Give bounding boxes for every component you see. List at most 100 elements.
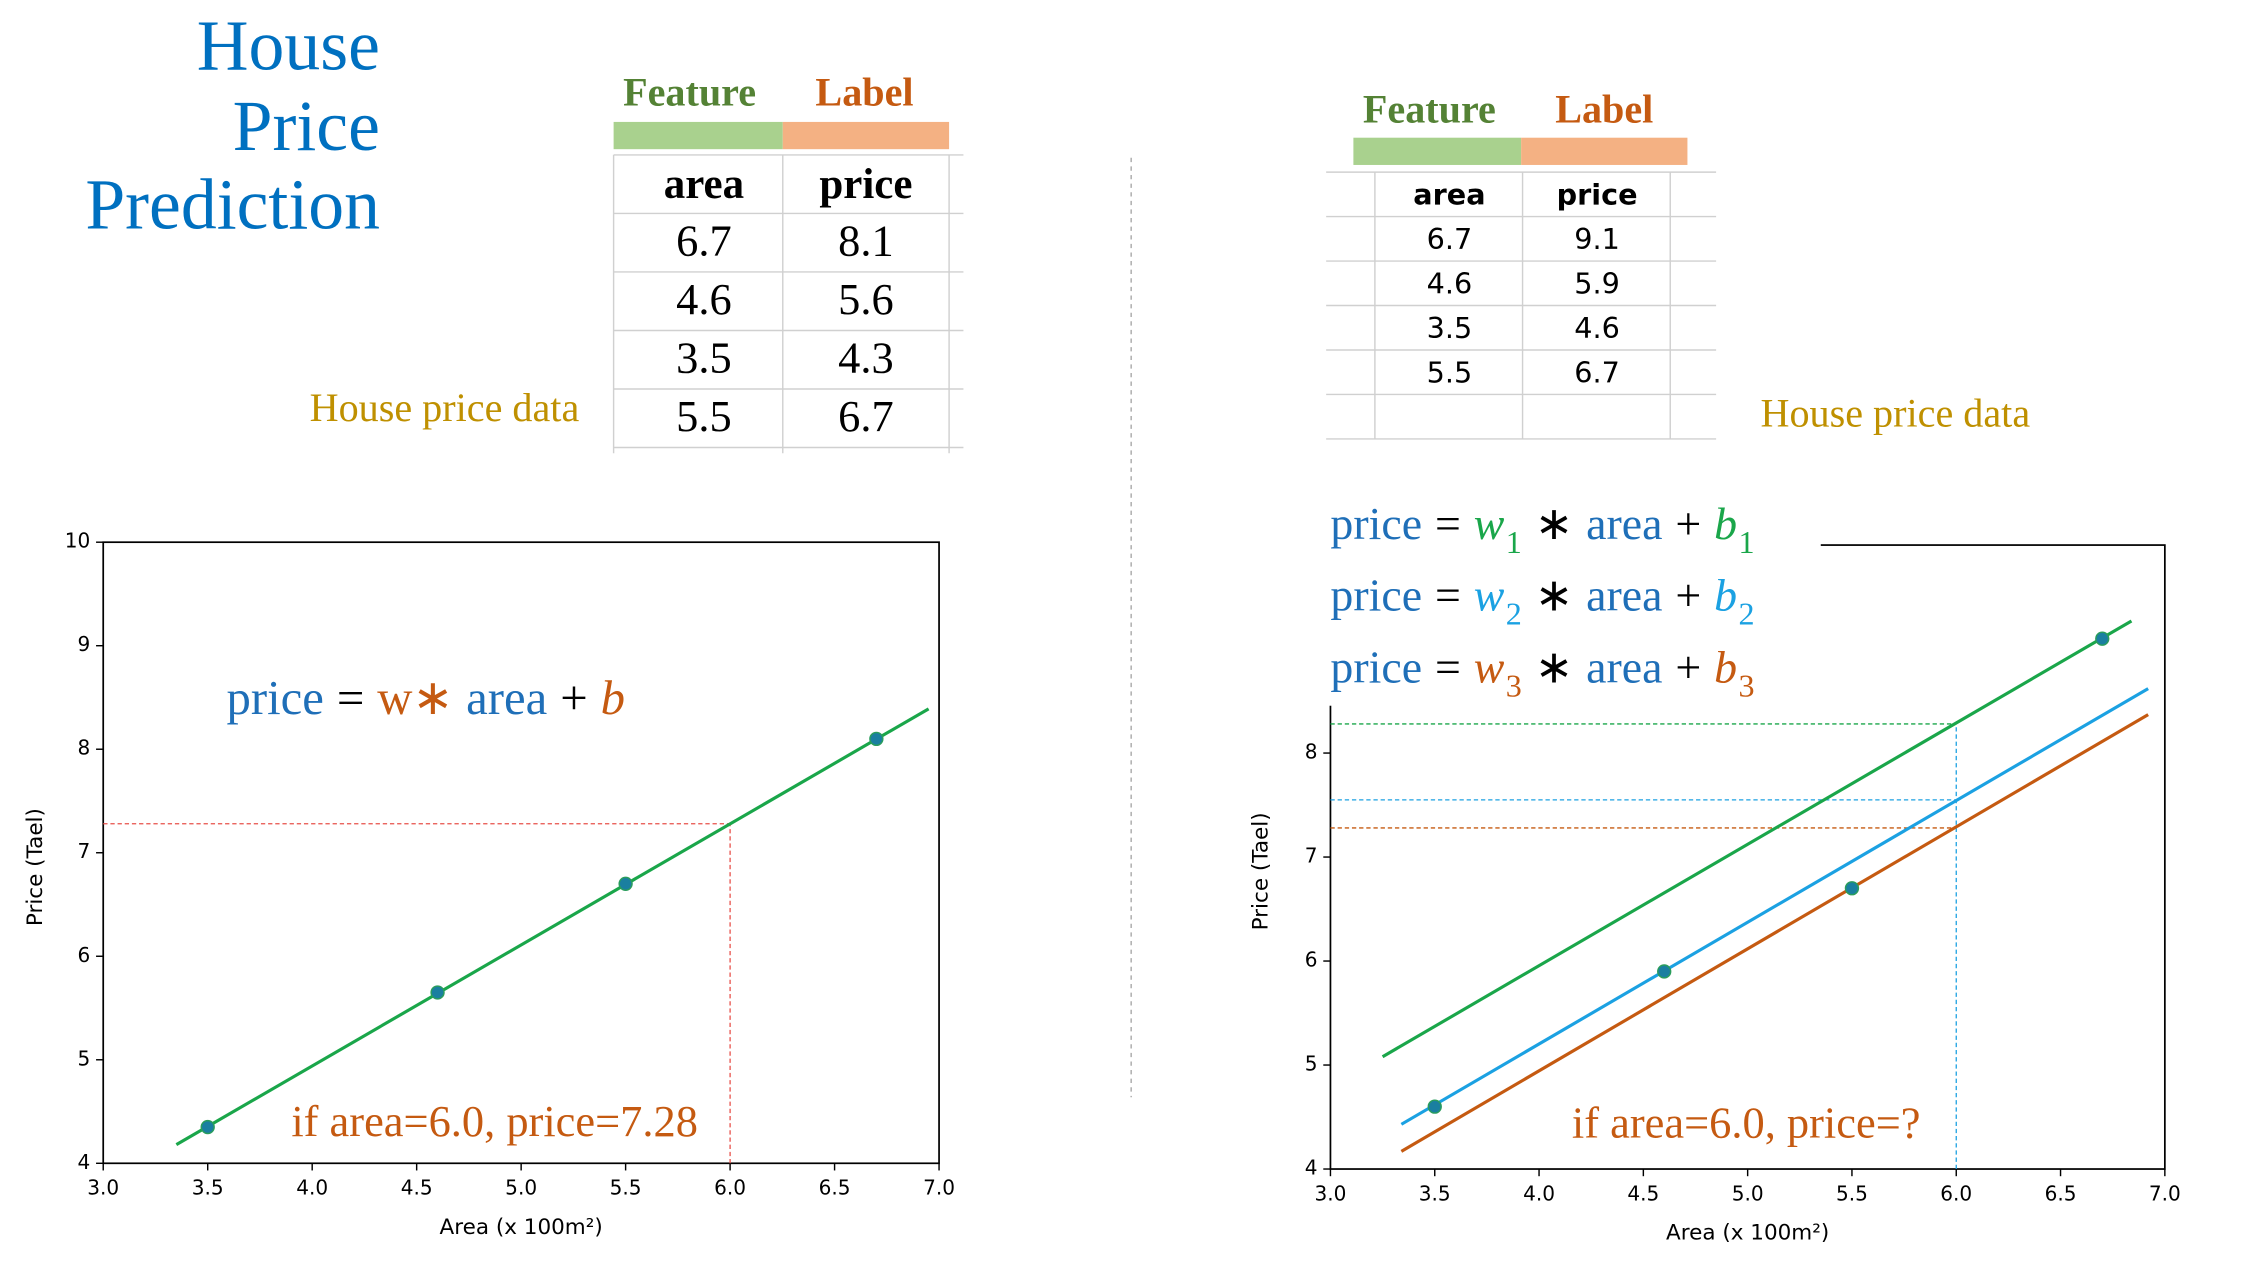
column-header: area bbox=[1413, 178, 1485, 212]
y-tick-label: 7 bbox=[1305, 844, 1318, 868]
y-axis-label: Price (Tael) bbox=[1249, 812, 1274, 930]
equation-backdrop bbox=[1316, 487, 1821, 706]
fit-line bbox=[1381, 619, 2133, 1059]
table-cell: 5.5 bbox=[676, 391, 732, 441]
table-caption: House price data bbox=[310, 385, 580, 430]
data-point bbox=[869, 731, 884, 747]
y-tick-label: 6 bbox=[78, 943, 91, 967]
x-tick-label: 6.0 bbox=[1940, 1181, 1972, 1205]
table-cell: 6.7 bbox=[1574, 355, 1620, 389]
equation: price = w∗ area + b bbox=[227, 671, 625, 725]
equation-part: area bbox=[1586, 569, 1662, 620]
x-tick-label: 7.0 bbox=[923, 1176, 955, 1200]
table-cell: 8.1 bbox=[838, 215, 894, 265]
equation-part: + bbox=[560, 671, 587, 725]
y-tick-label: 5 bbox=[78, 1046, 91, 1070]
data-point bbox=[618, 876, 633, 891]
x-tick-label: 6.0 bbox=[714, 1176, 746, 1200]
equation-part: b bbox=[1714, 497, 1737, 548]
table-caption: House price data bbox=[1760, 391, 2030, 436]
equation: price = w3 ∗ area + b3 bbox=[1330, 641, 1754, 704]
equation-part: 2 bbox=[1506, 596, 1522, 632]
x-tick-label: 6.5 bbox=[819, 1176, 851, 1200]
equation-part: w∗ bbox=[377, 671, 453, 725]
y-tick-label: 4 bbox=[1305, 1156, 1318, 1180]
y-tick-label: 6 bbox=[1305, 948, 1318, 972]
group-bar bbox=[613, 121, 783, 150]
equation-part: 2 bbox=[1739, 596, 1755, 632]
equation: price = w2 ∗ area + b2 bbox=[1330, 569, 1754, 632]
y-tick-label: 9 bbox=[78, 632, 91, 656]
equation-part: 1 bbox=[1739, 524, 1755, 560]
x-tick-label: 3.5 bbox=[1419, 1181, 1451, 1205]
x-tick-label: 3.0 bbox=[87, 1176, 119, 1200]
table-cell: 6.7 bbox=[838, 391, 894, 441]
group-label: Feature bbox=[1363, 87, 1496, 132]
equation: price = w1 ∗ area + b1 bbox=[1330, 497, 1754, 560]
equation-part: ∗ bbox=[1535, 497, 1573, 548]
title-line: Prediction bbox=[85, 165, 380, 245]
fit-line bbox=[1400, 713, 2149, 1153]
y-tick-label: 8 bbox=[78, 736, 91, 760]
equation-part: area bbox=[1586, 641, 1662, 692]
equation-part: price bbox=[1330, 641, 1422, 692]
table-cell: 3.5 bbox=[1427, 311, 1473, 345]
equation-part: 3 bbox=[1739, 668, 1755, 704]
equation-part: w bbox=[1474, 641, 1505, 692]
x-tick-label: 5.5 bbox=[610, 1176, 642, 1200]
x-tick-label: 7.0 bbox=[2149, 1181, 2181, 1205]
x-tick-label: 5.0 bbox=[1732, 1181, 1764, 1205]
data-point bbox=[2095, 631, 2110, 646]
data-point bbox=[200, 1119, 215, 1135]
table-cell: 5.9 bbox=[1574, 266, 1620, 300]
data-point bbox=[1657, 964, 1672, 979]
equation-part: w bbox=[1474, 497, 1505, 548]
y-tick-label: 7 bbox=[78, 839, 91, 863]
x-tick-label: 6.5 bbox=[2045, 1181, 2077, 1205]
equation-part: ∗ bbox=[1535, 641, 1573, 692]
x-tick-label: 4.0 bbox=[296, 1176, 328, 1200]
equation-part: = bbox=[1435, 569, 1461, 620]
fit-line bbox=[1400, 687, 2149, 1126]
equation-part: price bbox=[1330, 569, 1422, 620]
column-header: area bbox=[664, 161, 744, 208]
table-cell: 3.5 bbox=[676, 333, 732, 383]
x-tick-label: 4.0 bbox=[1523, 1181, 1555, 1205]
group-bar bbox=[782, 121, 950, 150]
x-tick-label: 3.0 bbox=[1314, 1181, 1346, 1205]
x-axis-label: Area (x 100m²) bbox=[440, 1215, 603, 1240]
x-axis-label: Area (x 100m²) bbox=[1666, 1221, 1829, 1246]
equation-part: = bbox=[1435, 497, 1461, 548]
equation-part: price bbox=[227, 671, 324, 725]
equation-part: b bbox=[601, 671, 625, 725]
title-line: Price bbox=[233, 86, 380, 166]
table-cell: 5.6 bbox=[838, 274, 894, 324]
table-cell: 6.7 bbox=[1427, 222, 1473, 256]
x-tick-label: 3.5 bbox=[192, 1176, 224, 1200]
column-header: price bbox=[1557, 178, 1638, 212]
group-label: Label bbox=[815, 69, 913, 114]
y-tick-label: 4 bbox=[78, 1150, 91, 1174]
equation-part: + bbox=[1675, 569, 1701, 620]
data-point bbox=[1844, 881, 1860, 896]
equation-part: 1 bbox=[1506, 524, 1522, 560]
group-label: Label bbox=[1555, 87, 1653, 132]
equation-part: = bbox=[337, 671, 364, 725]
annotation: if area=6.0, price=? bbox=[1572, 1098, 1921, 1148]
group-label: Feature bbox=[623, 69, 756, 114]
data-point bbox=[430, 985, 445, 1000]
table-cell: 4.6 bbox=[1574, 311, 1620, 345]
group-bar bbox=[1353, 137, 1522, 165]
equation-part: w bbox=[1474, 569, 1505, 620]
equation-part: area bbox=[466, 671, 547, 725]
equation-part: 3 bbox=[1506, 668, 1522, 704]
x-tick-label: 5.0 bbox=[505, 1176, 537, 1200]
equation-part: + bbox=[1675, 497, 1701, 548]
equation-part: ∗ bbox=[1535, 569, 1573, 620]
table-cell: 6.7 bbox=[676, 215, 732, 265]
fit-line bbox=[175, 707, 930, 1147]
table-cell: 5.5 bbox=[1427, 355, 1473, 389]
equation-part: area bbox=[1586, 497, 1662, 548]
equation-part: b bbox=[1714, 641, 1737, 692]
